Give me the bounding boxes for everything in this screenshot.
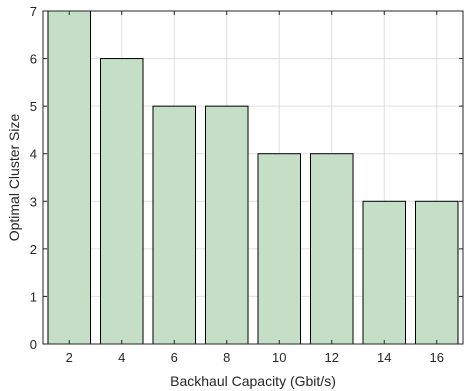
bars xyxy=(47,10,459,345)
y-tick-label: 2 xyxy=(30,242,37,257)
y-tick-label: 3 xyxy=(30,194,37,209)
x-tick-label: 4 xyxy=(118,350,125,365)
y-tick-label: 5 xyxy=(30,99,37,114)
bar xyxy=(362,200,407,345)
bar xyxy=(204,105,249,345)
y-tick-label: 6 xyxy=(30,52,37,67)
bar xyxy=(257,153,302,345)
x-tick-label: 12 xyxy=(325,350,339,365)
bar xyxy=(47,10,92,345)
y-tick-label: 1 xyxy=(30,289,37,304)
x-tick-label: 6 xyxy=(171,350,178,365)
bar xyxy=(309,153,354,345)
bar xyxy=(99,58,144,345)
bar xyxy=(414,200,459,345)
x-tick-label: 14 xyxy=(377,350,391,365)
plot-frame xyxy=(42,10,464,345)
y-tick-label: 0 xyxy=(30,337,37,352)
x-tick-label: 2 xyxy=(66,350,73,365)
y-tick-label: 7 xyxy=(30,4,37,19)
x-tick-label: 10 xyxy=(272,350,286,365)
x-tick-label: 8 xyxy=(223,350,230,365)
y-axis-label: Optimal Cluster Size xyxy=(6,113,22,241)
x-axis-label: Backhaul Capacity (Gbit/s) xyxy=(170,373,336,389)
x-tick-label: 16 xyxy=(430,350,444,365)
bar xyxy=(152,105,197,345)
y-tick-label: 4 xyxy=(30,147,37,162)
